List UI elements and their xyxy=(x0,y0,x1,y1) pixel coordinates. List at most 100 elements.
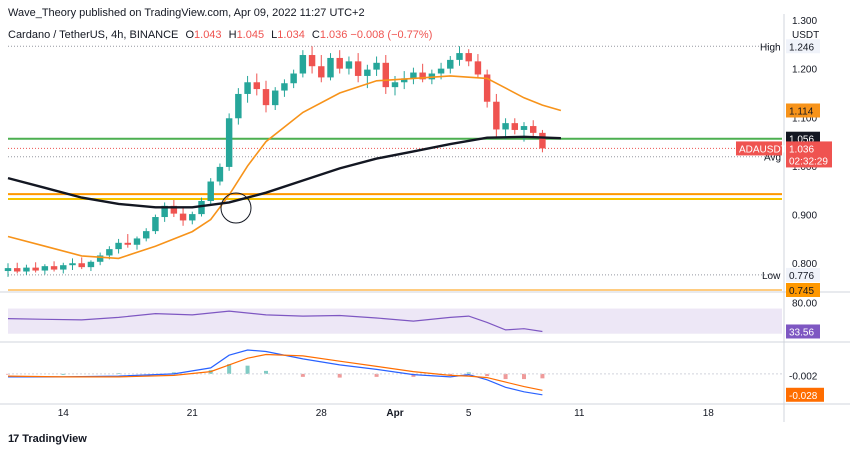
macd-histogram-bar xyxy=(485,373,490,377)
time-axis: 14 21 28 Apr 5 11 18 xyxy=(58,408,715,419)
candle-body xyxy=(483,74,491,102)
countdown-value: 02:32:29 xyxy=(789,156,828,167)
symbol-tag-bg xyxy=(736,141,782,156)
close-label: C xyxy=(311,29,320,41)
candle-body xyxy=(520,126,528,130)
candle-body xyxy=(447,59,454,69)
price-axis: 1.300 1.200 1.100 1.000 0.900 0.800 USDT High 1.… xyxy=(736,16,832,402)
price-unit-label: USDT xyxy=(792,30,819,41)
orange-level-tag: 0.745 xyxy=(789,286,814,297)
macd-histogram-bar xyxy=(374,373,379,377)
rsi-value-tag: 33.56 xyxy=(789,327,814,338)
high-text: High xyxy=(760,42,781,53)
candle-body xyxy=(271,90,279,106)
signal-value-tag: -0.028 xyxy=(789,391,818,402)
candle-body xyxy=(465,53,472,62)
candle-body xyxy=(216,166,224,182)
low-label: L xyxy=(271,29,278,41)
candle-body xyxy=(133,238,141,245)
open-label: O xyxy=(185,29,195,41)
rsi-value-tag-bg xyxy=(786,324,820,339)
candle-body xyxy=(529,126,537,133)
tradingview-footer: 17 TradingView xyxy=(8,433,87,445)
high-value-tag: 1.246 xyxy=(789,42,814,53)
candle-body xyxy=(106,249,113,256)
time-tick-label: Apr xyxy=(386,408,403,419)
macd-histogram-bar xyxy=(116,373,121,374)
candle-body xyxy=(382,62,390,88)
candle-body xyxy=(410,72,417,79)
low-value: 1.034 xyxy=(277,29,305,41)
candle-body xyxy=(419,72,426,80)
high-label: H xyxy=(228,29,237,41)
price-tick-label: 0.800 xyxy=(792,259,817,270)
macd-histogram-bar xyxy=(466,372,471,374)
candle-body xyxy=(124,242,132,245)
candle-body xyxy=(456,53,463,60)
candle-body xyxy=(189,214,196,221)
candle-body xyxy=(235,93,242,119)
macd-histogram-bar xyxy=(264,370,268,374)
orange-level-tag-bg xyxy=(786,283,820,297)
candle-body xyxy=(50,266,58,270)
last-price-tag-bg xyxy=(786,141,832,168)
change-value: −0.008 (−0.77%) xyxy=(350,29,433,41)
rsi-line xyxy=(7,310,543,333)
candle-body xyxy=(60,265,67,270)
candle-body xyxy=(511,123,519,130)
low-value-tag-bg xyxy=(786,267,820,282)
avg-text: Avg xyxy=(764,153,781,164)
footer-brand: TradingView xyxy=(22,433,87,445)
price-unit-bg xyxy=(786,28,820,40)
candle-body xyxy=(502,123,509,130)
candle-body xyxy=(207,181,214,201)
candle-body xyxy=(244,82,251,94)
candle-body xyxy=(41,266,49,271)
price-tick-label: 1.000 xyxy=(792,162,817,173)
macd-histogram-bar xyxy=(540,373,545,379)
low-text: Low xyxy=(762,271,781,282)
candle-body xyxy=(253,82,261,90)
macd-histogram-bar xyxy=(448,373,453,376)
time-tick-label: 11 xyxy=(574,408,585,419)
ema-fast-line xyxy=(7,75,562,260)
candle-body xyxy=(290,73,297,84)
macd-histogram-bar xyxy=(503,373,508,380)
rsi-band xyxy=(8,308,782,334)
candle-body xyxy=(281,83,288,91)
high-value: 1.045 xyxy=(236,29,265,41)
high-value-tag-bg xyxy=(786,39,820,54)
candle-body xyxy=(179,213,187,221)
candle-body xyxy=(225,118,233,167)
close-value: 1.036 xyxy=(319,29,348,41)
macd-histogram-bar xyxy=(61,373,66,375)
candle-body xyxy=(474,61,482,75)
price-tick-label: 1.100 xyxy=(792,113,817,124)
grid xyxy=(0,14,850,422)
macd-histogram-bar xyxy=(411,373,416,377)
macd-line xyxy=(8,349,543,396)
candle-body xyxy=(32,267,39,271)
candle-body xyxy=(400,78,408,83)
open-value: 1.043 xyxy=(194,29,222,41)
symbol-tag: ADAUSDT xyxy=(739,144,787,155)
macd-histogram-bar xyxy=(227,364,232,374)
candle-body xyxy=(96,255,104,262)
macd-histogram-bar xyxy=(245,365,250,374)
candle-body xyxy=(299,55,307,74)
ema-fast-tag-bg xyxy=(786,103,820,118)
tradingview-logo-icon: 17 xyxy=(8,433,19,445)
candle-body xyxy=(170,205,178,214)
candle-body xyxy=(4,268,12,272)
low-value-tag: 0.776 xyxy=(789,271,814,282)
time-tick-label: 14 xyxy=(58,408,70,419)
candles xyxy=(4,46,546,277)
candle-body xyxy=(336,57,343,69)
symbol-name: Cardano / TetherUS, 4h, BINANCE xyxy=(8,29,179,41)
candle-body xyxy=(354,61,362,76)
candle-body xyxy=(262,89,270,106)
moving-averages xyxy=(7,75,562,260)
ema-slow-tag: 1.056 xyxy=(789,135,814,146)
candle-body xyxy=(493,101,500,130)
